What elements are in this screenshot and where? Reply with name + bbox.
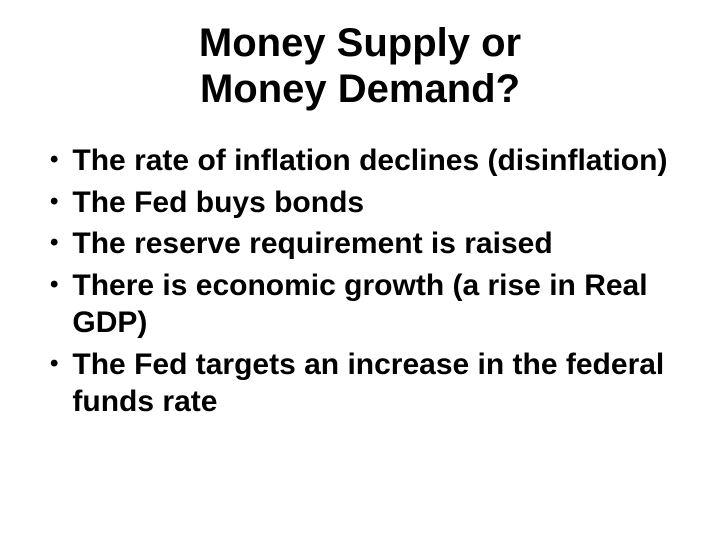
title-line-1: Money Supply or bbox=[100, 20, 620, 66]
bullet-text: The Fed targets an increase in the feder… bbox=[72, 346, 680, 421]
bullet-icon: • bbox=[50, 142, 58, 178]
bullet-icon: • bbox=[50, 346, 58, 382]
list-item: • The rate of inflation declines (disinf… bbox=[50, 142, 680, 180]
list-item: • There is economic growth (a rise in Re… bbox=[50, 267, 680, 342]
bullet-text: The Fed buys bonds bbox=[72, 184, 680, 222]
slide-title: Money Supply or Money Demand? bbox=[100, 20, 620, 112]
list-item: • The Fed targets an increase in the fed… bbox=[50, 346, 680, 421]
title-line-2: Money Demand? bbox=[100, 66, 620, 112]
list-item: • The Fed buys bonds bbox=[50, 184, 680, 222]
bullet-list: • The rate of inflation declines (disinf… bbox=[40, 142, 680, 421]
bullet-icon: • bbox=[50, 267, 58, 303]
bullet-icon: • bbox=[50, 225, 58, 261]
list-item: • The reserve requirement is raised bbox=[50, 225, 680, 263]
bullet-text: The reserve requirement is raised bbox=[72, 225, 680, 263]
bullet-text: The rate of inflation declines (disinfla… bbox=[72, 142, 680, 180]
bullet-text: There is economic growth (a rise in Real… bbox=[72, 267, 680, 342]
bullet-icon: • bbox=[50, 184, 58, 220]
